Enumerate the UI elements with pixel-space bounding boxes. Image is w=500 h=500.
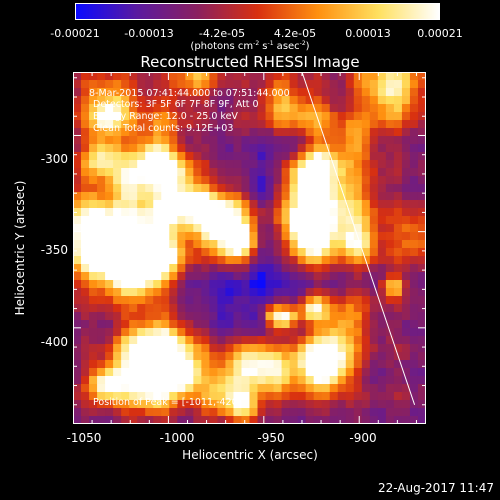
x-tick-label: -900: [349, 431, 377, 445]
heatmap-plot: 8-Mar-2015 07:41:44.000 to 07:51:44.000 …: [73, 72, 426, 424]
heatmap-cells: [73, 72, 426, 424]
y-tick-label: -300: [40, 152, 68, 166]
x-tick-label: -1000: [159, 431, 195, 445]
y-axis-title: Heliocentric Y (arcsec): [13, 180, 27, 316]
annotation-time-range: 8-Mar-2015 07:41:44.000 to 07:51:44.000: [89, 88, 290, 99]
x-tick-label: -1050: [66, 431, 102, 445]
y-tick-label: -400: [40, 335, 68, 349]
colorbar: [75, 3, 440, 20]
solar-limb-line: [301, 72, 416, 405]
colorbar-tick-label: -0.00021: [50, 27, 100, 40]
plot-title: Reconstructed RHESSI Image: [140, 53, 360, 71]
x-tick-label: -950: [257, 431, 285, 445]
colorbar-tick-label: -0.00013: [124, 27, 174, 40]
colorbar-unit-label: (photons cm-2 s-1 asec-2): [190, 40, 310, 52]
annotation-peak-position: Position of Peak = [-1011,-420]: [93, 397, 242, 408]
annotation-counts: Clean Total counts: 9.12E+03: [93, 123, 234, 134]
colorbar-tick-label: 0.00021: [417, 27, 463, 40]
heatmap-image: [73, 72, 426, 424]
colorbar-tick-label: 4.2e-05: [273, 27, 317, 40]
timestamp: 22-Aug-2017 11:47: [377, 481, 494, 495]
annotation-energy-range: Energy Range: 12.0 - 25.0 keV: [93, 111, 238, 122]
colorbar-tick-label: 0.00013: [345, 27, 391, 40]
y-tick-label: -350: [40, 243, 68, 257]
colorbar-tick-label: -4.2e-05: [198, 27, 246, 40]
annotation-detectors: Detectors: 3F 5F 6F 7F 8F 9F, Att 0: [93, 99, 259, 110]
x-axis-title: Heliocentric X (arcsec): [182, 448, 318, 462]
plot-frame-border: [73, 72, 426, 424]
